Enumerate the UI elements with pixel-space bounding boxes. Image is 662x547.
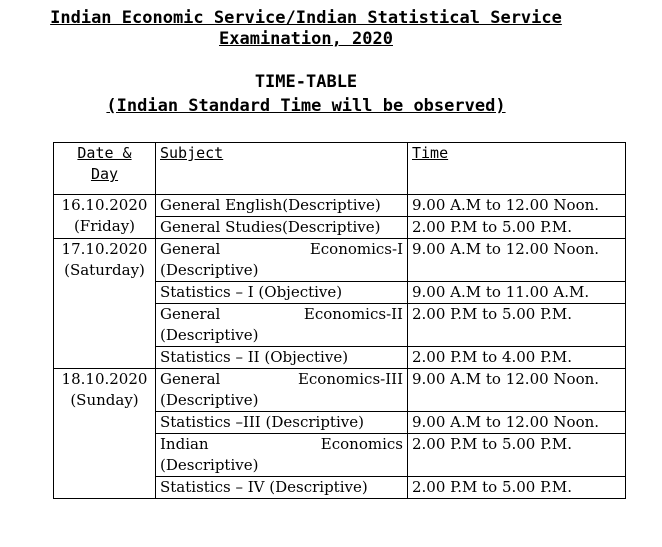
- time-cell: 9.00 A.M to 12.00 Noon.: [407, 411, 626, 434]
- time-cell: 9.00 A.M to 12.00 Noon.: [407, 368, 626, 412]
- time-cell: 2.00 P.M to 5.00 P.M.: [407, 476, 626, 499]
- timetable: Date & Day Subject Time 16.10.2020 (Frid…: [53, 142, 626, 499]
- table-row: 17.10.2020 (Saturday) General Economics-I…: [53, 238, 626, 369]
- table-row: Indian Economics (Descriptive) 2.00 P.M t…: [54, 433, 626, 477]
- subject-cell: General English(Descriptive): [155, 194, 408, 217]
- table-row: Statistics – II (Objective) 2.00 P.M to …: [54, 346, 626, 369]
- header-time: Time: [407, 142, 626, 195]
- header-row: Date & Day Subject Time: [53, 142, 626, 195]
- table-row: Statistics – IV (Descriptive) 2.00 P.M t…: [54, 476, 626, 499]
- document-title: Indian Economic Service/Indian Statistic…: [0, 8, 612, 50]
- time-cell: 9.00 A.M to 12.00 Noon.: [407, 194, 626, 217]
- title-line-2: Examination, 2020: [219, 29, 393, 49]
- table-row: 16.10.2020 (Friday) General English(Desc…: [53, 194, 626, 239]
- time-cell: 2.00 P.M to 5.00 P.M.: [407, 433, 626, 477]
- time-cell: 9.00 A.M to 12.00 Noon.: [407, 238, 626, 282]
- subject-cell: Indian Economics (Descriptive): [155, 433, 408, 477]
- time-cell: 2.00 P.M to 4.00 P.M.: [407, 346, 626, 369]
- subject-cell: General Studies(Descriptive): [155, 216, 408, 239]
- timetable-subheading: (Indian Standard Time will be observed): [0, 96, 612, 117]
- subject-cell: Statistics –III (Descriptive): [155, 411, 408, 434]
- header-date: Date & Day: [53, 142, 156, 195]
- subject-cell: Statistics – IV (Descriptive): [155, 476, 408, 499]
- date-cell: 18.10.2020 (Sunday): [53, 368, 156, 499]
- timetable-heading: TIME-TABLE: [254, 72, 358, 92]
- ist-note: (Indian Standard Time will be observed): [106, 96, 506, 116]
- time-cell: 2.00 P.M to 5.00 P.M.: [407, 303, 626, 347]
- subject-cell: Statistics – II (Objective): [155, 346, 408, 369]
- date-cell: 17.10.2020 (Saturday): [53, 238, 156, 369]
- title-line-1: Indian Economic Service/Indian Statistic…: [50, 8, 562, 28]
- subject-cell: Statistics – I (Objective): [155, 281, 408, 304]
- time-cell: 9.00 A.M to 11.00 A.M.: [407, 281, 626, 304]
- table-row: 18.10.2020 (Sunday) General Economics-III…: [53, 368, 626, 499]
- subject-cell: General Economics-II (Descriptive): [155, 303, 408, 347]
- table-row: Statistics –III (Descriptive) 9.00 A.M t…: [54, 411, 626, 434]
- date-cell: 16.10.2020 (Friday): [53, 194, 156, 239]
- subject-cell: General Economics-I (Descriptive): [155, 238, 408, 282]
- subject-cell: General Economics-III (Descriptive): [155, 368, 408, 412]
- time-cell: 2.00 P.M to 5.00 P.M.: [407, 216, 626, 239]
- header-subject: Subject: [155, 142, 408, 195]
